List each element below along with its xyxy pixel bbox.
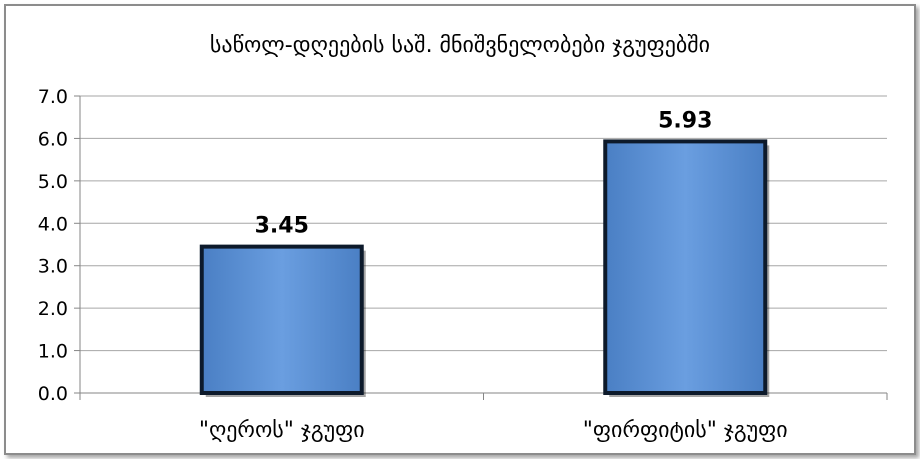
y-tick-label: 1.0 [38,341,68,363]
data-labels: 3.45 5.93 [255,108,713,238]
bars [199,139,770,397]
y-tick-labels: 0.0 1.0 2.0 3.0 4.0 5.0 6.0 7.0 [38,86,68,405]
y-tick-label: 6.0 [38,128,68,150]
y-tick-label: 3.0 [38,256,68,278]
bar [603,139,768,395]
bar [199,244,364,395]
data-label: 5.93 [658,108,712,133]
y-tick-label: 0.0 [38,383,68,405]
y-tick-label: 4.0 [38,213,68,235]
data-label: 3.45 [255,214,309,239]
y-tick-label: 7.0 [38,86,68,108]
category-labels: "ღეროს" ჯგუფი "ფირფიტის" ჯგუფი [199,418,788,443]
category-label: "ღეროს" ჯგუფი [199,418,365,443]
category-label: "ფირფიტის" ჯგუფი [583,418,788,443]
y-tick-label: 2.0 [38,298,68,320]
chart-title: საწოლ-დღეების საშ. მნიშვნელობები ჯგუფებშ… [210,33,710,58]
y-tick-label: 5.0 [38,171,68,193]
